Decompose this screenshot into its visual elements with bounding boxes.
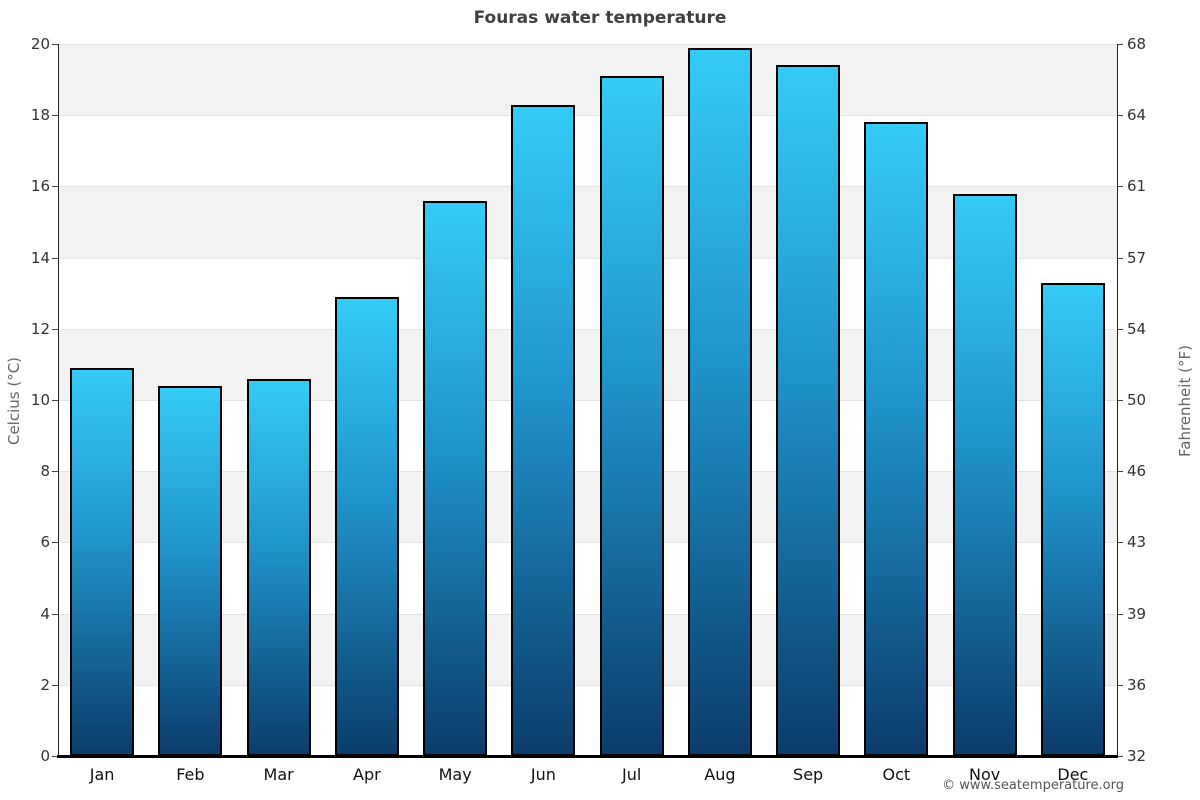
y-tick-mark-right (1117, 186, 1123, 188)
grid-band (58, 115, 1117, 187)
bar-apr (334, 296, 399, 756)
x-axis-label-sep: Sep (793, 765, 824, 784)
y-tick-label-celsius: 14 (30, 248, 50, 267)
bar-jun (511, 104, 576, 756)
chart-title: Fouras water temperature (473, 8, 727, 28)
y-tick-label-fahrenheit: 61 (1127, 177, 1147, 196)
gridline (58, 44, 1117, 45)
y-tick-mark-left (52, 684, 58, 686)
gridline (58, 257, 1117, 259)
y-tick-mark-left (52, 115, 58, 117)
y-tick-mark-right (1117, 613, 1123, 615)
y-tick-label-fahrenheit: 64 (1127, 106, 1147, 125)
gridline (58, 542, 1117, 544)
y-tick-label-celsius: 16 (30, 177, 50, 196)
y-tick-mark-right (1117, 257, 1123, 259)
y-tick-mark-left (52, 328, 58, 330)
grid-band (58, 400, 1117, 472)
y-tick-label-fahrenheit: 54 (1127, 319, 1147, 338)
y-tick-label-fahrenheit: 57 (1127, 248, 1147, 267)
grid-band (58, 542, 1117, 614)
x-axis-line (57, 755, 1118, 758)
y-tick-label-fahrenheit: 36 (1127, 675, 1147, 694)
y-tick-mark-right (1117, 400, 1123, 401)
y-tick-label-fahrenheit: 50 (1127, 391, 1147, 409)
y-tick-label-fahrenheit: 39 (1127, 604, 1147, 623)
x-axis-label-apr: Apr (353, 765, 381, 784)
y-tick-label-celsius: 0 (40, 747, 50, 765)
bar-dec (1040, 282, 1105, 756)
gridline (58, 328, 1117, 330)
y-tick-label-celsius: 10 (30, 391, 50, 409)
y-tick-label-fahrenheit: 46 (1127, 462, 1147, 481)
y-tick-label-fahrenheit: 43 (1127, 533, 1147, 552)
y-tick-mark-left (52, 44, 58, 45)
x-axis-label-jul: Jul (621, 765, 642, 784)
bar-jan (70, 367, 135, 756)
x-axis-label-dec: Dec (1057, 765, 1089, 784)
y-axis-line-right (1117, 44, 1118, 756)
grid-band (58, 613, 1117, 685)
gridline (58, 613, 1117, 615)
y-tick-label-fahrenheit: 32 (1127, 747, 1147, 765)
bar-sep (776, 65, 841, 756)
y-tick-mark-left (52, 756, 58, 757)
y-tick-mark-left (52, 186, 58, 188)
bar-jul (599, 76, 664, 756)
grid-band (58, 257, 1117, 329)
gridline (58, 684, 1117, 686)
y-tick-mark-right (1117, 542, 1123, 544)
bar-oct (864, 122, 929, 756)
y-tick-mark-left (52, 542, 58, 544)
y-tick-label-celsius: 12 (30, 319, 50, 338)
gridline (58, 471, 1117, 473)
x-axis-label-jun: Jun (530, 765, 556, 784)
bar-may (423, 200, 488, 756)
bar-nov (952, 193, 1017, 756)
y-tick-label-celsius: 8 (40, 462, 50, 481)
bar-feb (158, 385, 223, 756)
y-tick-mark-right (1117, 684, 1123, 686)
footer-credit: © www.seatemperature.org (942, 778, 1124, 793)
grid-band (58, 44, 1117, 116)
x-axis-label-mar: Mar (263, 765, 294, 784)
gridline (58, 400, 1117, 401)
x-axis-label-feb: Feb (176, 765, 205, 784)
y-tick-label-fahrenheit: 68 (1127, 35, 1147, 53)
plot-area (58, 44, 1117, 756)
y-tick-mark-right (1117, 44, 1123, 45)
y-tick-mark-right (1117, 115, 1123, 117)
y-tick-mark-left (52, 471, 58, 473)
x-axis-label-oct: Oct (882, 765, 911, 784)
y-tick-label-celsius: 4 (40, 604, 50, 623)
y-axis-title-fahrenheit: Fahrenheit (°F) (1176, 345, 1194, 457)
y-tick-label-celsius: 2 (40, 675, 50, 694)
grid-band (58, 328, 1117, 400)
grid-band (58, 186, 1117, 258)
bar-mar (246, 378, 311, 756)
y-tick-mark-left (52, 613, 58, 615)
y-tick-mark-right (1117, 471, 1123, 473)
y-tick-label-celsius: 18 (30, 106, 50, 125)
x-axis-label-nov: Nov (969, 765, 1001, 784)
x-axis-label-aug: Aug (704, 765, 736, 784)
gridline (58, 115, 1117, 117)
y-tick-mark-left (52, 400, 58, 401)
y-tick-mark-right (1117, 328, 1123, 330)
grid-band (58, 684, 1117, 756)
y-tick-label-celsius: 20 (30, 35, 50, 53)
x-axis-label-may: May (438, 765, 472, 784)
gridline (58, 186, 1117, 188)
bar-aug (687, 47, 752, 756)
y-tick-label-celsius: 6 (40, 533, 50, 552)
grid-band (58, 471, 1117, 543)
x-axis-label-jan: Jan (89, 765, 115, 784)
y-tick-mark-left (52, 257, 58, 259)
y-tick-mark-right (1117, 756, 1123, 757)
y-axis-line-left (58, 44, 59, 756)
